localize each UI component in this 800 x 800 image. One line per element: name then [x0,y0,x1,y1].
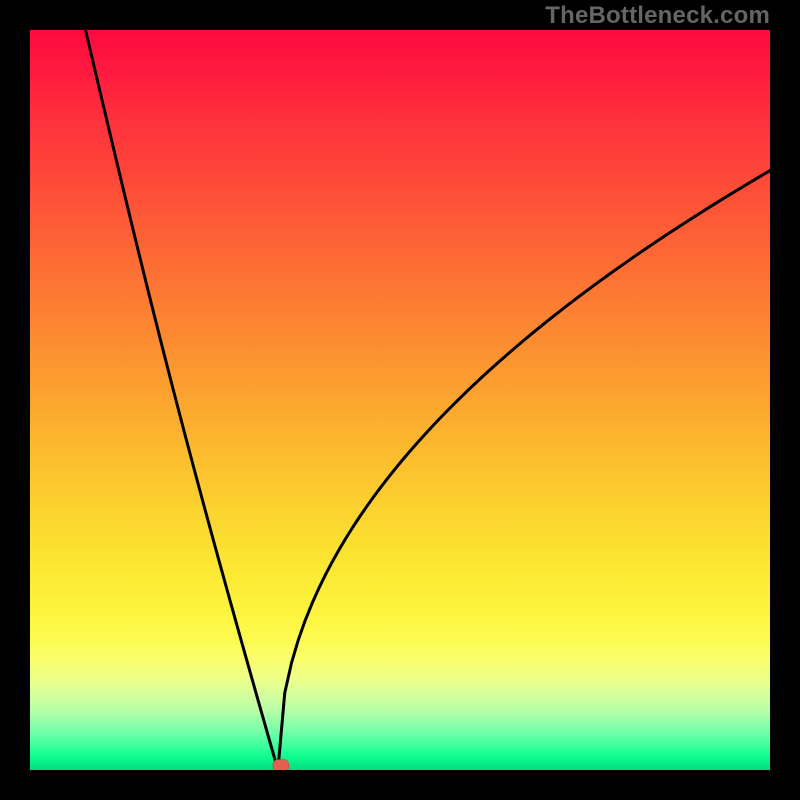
gradient-background [30,30,770,770]
plot-area [30,30,770,770]
watermark-text: TheBottleneck.com [545,2,770,30]
